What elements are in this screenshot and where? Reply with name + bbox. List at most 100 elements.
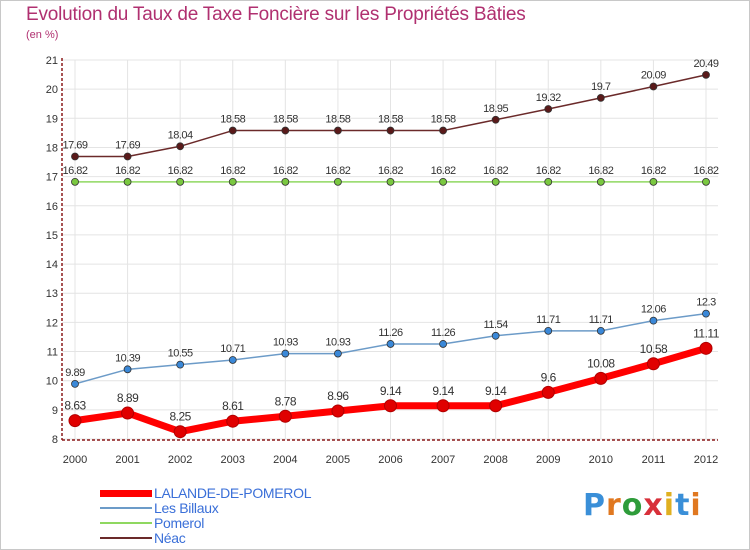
data-label-pomerol: 16.82 [115, 165, 140, 177]
data-label-n-ac: 20.09 [641, 70, 666, 82]
data-point-n-ac [123, 152, 132, 161]
data-label-lalande-de-pomerol: 11.11 [693, 326, 720, 340]
x-tick-label: 2003 [221, 454, 245, 466]
data-point-n-ac [439, 126, 447, 135]
data-label-les-billaux: 9.89 [65, 367, 85, 379]
data-label-pomerol: 16.82 [536, 165, 561, 177]
logo-letter: i [663, 488, 676, 523]
data-point-lalande-de-pomerol [646, 357, 660, 371]
x-tick-label: 2001 [115, 454, 139, 466]
y-tick-label: 18 [46, 142, 58, 154]
legend-item-lalande: LALANDE-DE-POMEROL [100, 485, 312, 501]
legend-swatch-pomerol [100, 522, 152, 524]
data-point-les-billaux [176, 360, 185, 369]
data-point-pomerol [491, 177, 500, 186]
legend-swatch-les-billaux [100, 507, 152, 509]
data-label-pomerol: 16.82 [168, 165, 193, 177]
x-tick-label: 2011 [642, 454, 666, 466]
legend-swatch-lalande [100, 489, 152, 497]
legend-item-les-billaux: Les Billaux [100, 500, 219, 516]
data-label-pomerol: 16.82 [273, 165, 298, 177]
y-tick-label: 14 [46, 259, 58, 271]
x-tick-label: 2004 [273, 454, 297, 466]
logo-letter: P [583, 488, 606, 523]
data-point-les-billaux [386, 340, 395, 348]
data-label-lalande-de-pomerol: 10.08 [587, 356, 615, 370]
data-point-n-ac [702, 70, 710, 79]
x-tick-label: 2000 [63, 454, 87, 466]
data-point-les-billaux [649, 316, 658, 325]
data-point-n-ac [71, 152, 79, 161]
data-point-lalande-de-pomerol [541, 385, 555, 399]
data-point-les-billaux [334, 349, 342, 358]
data-label-les-billaux: 10.71 [220, 343, 245, 355]
data-label-pomerol: 16.82 [325, 165, 350, 177]
data-label-les-billaux: 10.93 [325, 337, 350, 349]
data-point-lalande-de-pomerol [489, 399, 503, 413]
data-label-pomerol: 16.82 [588, 165, 613, 177]
data-label-n-ac: 20.49 [693, 58, 718, 70]
data-point-pomerol [439, 177, 447, 186]
data-label-les-billaux: 11.26 [431, 327, 456, 339]
data-label-n-ac: 17.69 [115, 139, 140, 151]
logo-letter: r [606, 488, 622, 523]
data-label-lalande-de-pomerol: 9.6 [541, 370, 557, 384]
data-point-pomerol [386, 177, 395, 186]
chart-title: Evolution du Taux de Taxe Foncière sur l… [26, 4, 526, 25]
data-label-lalande-de-pomerol: 8.96 [327, 389, 349, 403]
data-label-n-ac: 18.04 [168, 129, 193, 141]
x-tick-label: 2009 [536, 454, 560, 466]
logo-letter: o [621, 488, 644, 523]
x-tick-label: 2010 [589, 454, 613, 466]
x-tick-label: 2012 [694, 454, 718, 466]
x-tick-label: 2008 [483, 454, 507, 466]
y-tick-label: 16 [46, 201, 58, 213]
data-point-lalande-de-pomerol [384, 399, 397, 413]
data-point-lalande-de-pomerol [173, 425, 187, 439]
data-point-n-ac [544, 105, 553, 113]
unit-label: (en %) [26, 29, 59, 41]
data-label-les-billaux: 11.26 [378, 327, 403, 339]
data-label-les-billaux: 10.39 [115, 352, 140, 364]
x-tick-label: 2005 [326, 454, 350, 466]
data-point-pomerol [176, 177, 185, 186]
y-tick-label: 15 [46, 230, 58, 242]
data-point-n-ac [176, 142, 185, 151]
legend-item-neac: Néac [100, 530, 186, 546]
y-tick-label: 19 [46, 113, 58, 125]
data-point-lalande-de-pomerol [436, 399, 450, 413]
data-point-lalande-de-pomerol [594, 371, 608, 385]
data-point-les-billaux [228, 356, 237, 364]
data-point-n-ac [334, 126, 342, 135]
data-label-pomerol: 16.82 [62, 165, 87, 177]
data-label-pomerol: 16.82 [693, 165, 718, 177]
legend-swatch-neac [100, 537, 152, 539]
data-point-lalande-de-pomerol [331, 404, 345, 418]
data-label-n-ac: 18.58 [378, 114, 403, 126]
data-label-les-billaux: 11.54 [484, 319, 509, 331]
y-tick-label: 9 [52, 405, 58, 417]
y-tick-label: 21 [46, 55, 58, 67]
data-label-n-ac: 18.58 [220, 114, 245, 126]
logo-letter: i [690, 488, 702, 523]
y-tick-label: 11 [47, 347, 58, 359]
data-point-n-ac [386, 126, 395, 135]
data-label-n-ac: 18.58 [325, 114, 350, 126]
data-point-lalande-de-pomerol [68, 414, 82, 428]
data-label-lalande-de-pomerol: 8.61 [222, 399, 244, 413]
data-point-les-billaux [544, 326, 553, 335]
data-point-les-billaux [439, 340, 447, 348]
data-label-n-ac: 18.95 [483, 103, 508, 115]
x-tick-label: 2002 [168, 454, 192, 466]
data-label-les-billaux: 11.71 [536, 314, 561, 326]
data-label-lalande-de-pomerol: 9.14 [380, 384, 402, 398]
data-label-pomerol: 16.82 [378, 165, 403, 177]
logo-letter: t [675, 488, 691, 523]
y-tick-label: 10 [46, 376, 58, 388]
data-label-lalande-de-pomerol: 8.78 [275, 394, 297, 408]
x-tick-label: 2007 [431, 454, 455, 466]
data-point-n-ac [596, 94, 605, 102]
data-point-les-billaux [491, 331, 500, 340]
data-point-lalande-de-pomerol [226, 414, 240, 428]
